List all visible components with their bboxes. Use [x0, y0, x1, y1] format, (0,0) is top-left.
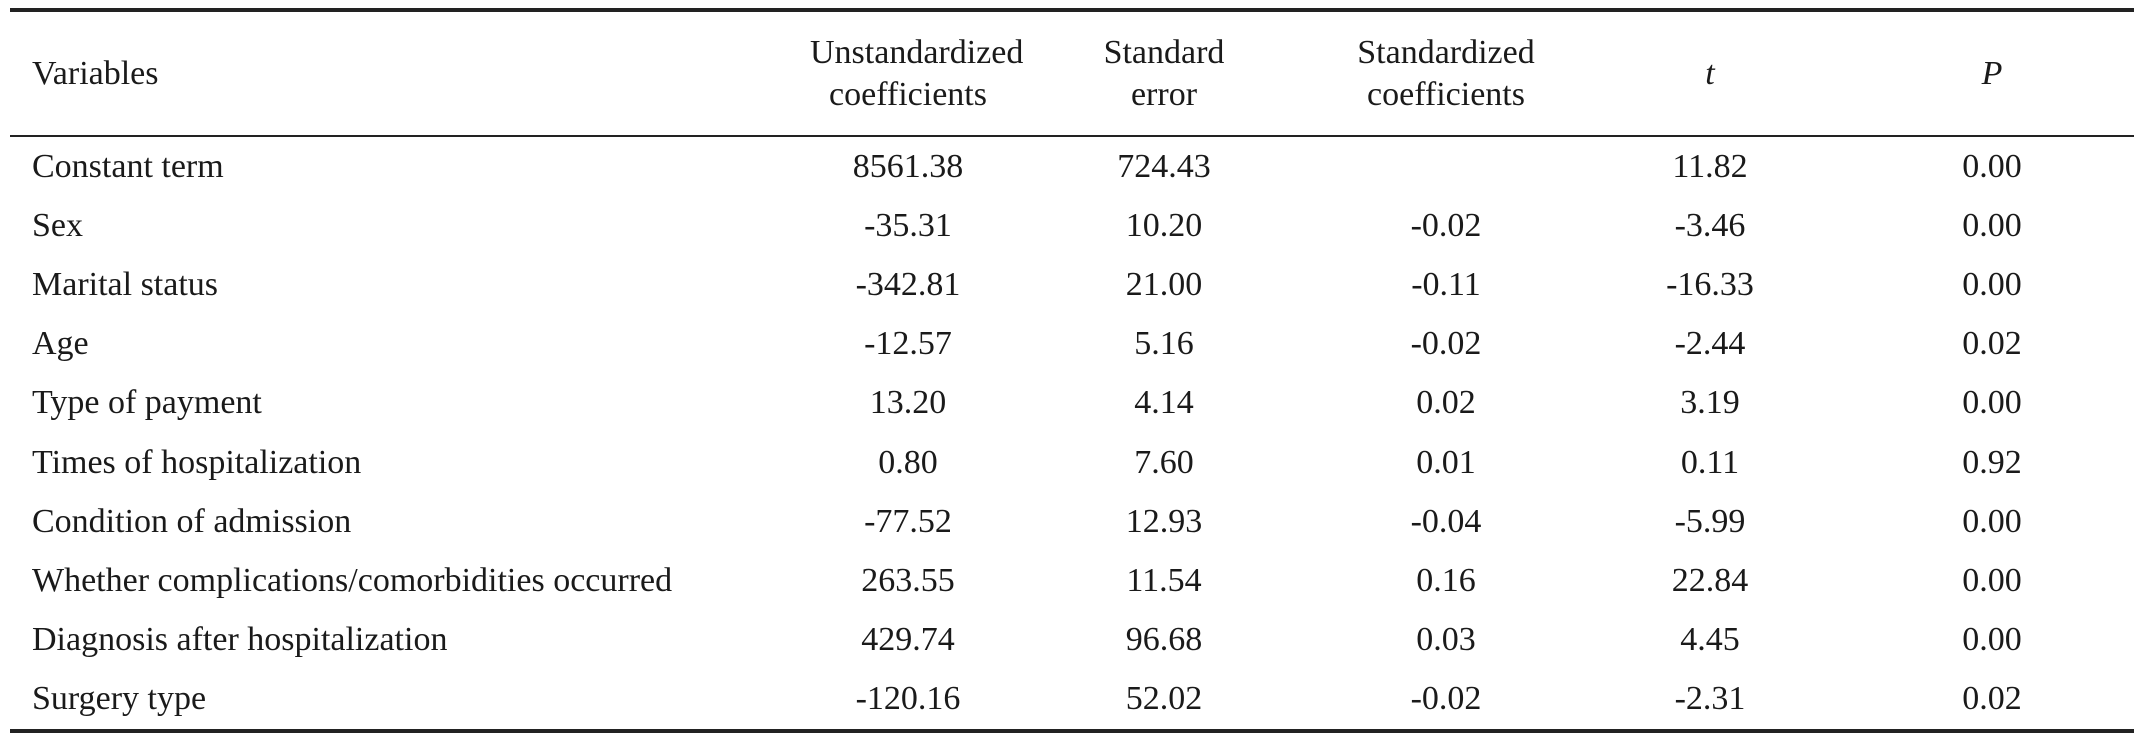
cell-p: 0.92: [1962, 443, 2022, 481]
header-standardized: Standardized coefficients: [1322, 12, 1570, 135]
table-row: Type of payment 13.20 4.14 0.02 3.19 0.0…: [10, 374, 2134, 433]
cell-variable: Diagnosis after hospitalization: [32, 621, 448, 659]
cell-p: 0.00: [1962, 384, 2022, 422]
table-header-rule: [10, 135, 2134, 137]
cell-t: 3.19: [1680, 384, 1740, 422]
cell-standard-error: 96.68: [1125, 621, 1203, 659]
cell-variable: Marital status: [32, 265, 219, 303]
header-standardized-line1: Standardized: [1357, 33, 1535, 71]
cell-t: -5.99: [1674, 502, 1746, 540]
cell-standard-error: 5.16: [1134, 325, 1194, 363]
header-standardized-line2: coefficients: [1367, 75, 1525, 113]
cell-t: 11.82: [1672, 147, 1748, 185]
cell-standard-error: 724.43: [1117, 147, 1211, 185]
cell-variable: Type of payment: [32, 384, 262, 422]
cell-variable: Age: [32, 325, 89, 363]
table-row: Sex -35.31 10.20 -0.02 -3.46 0.00: [10, 196, 2134, 255]
header-t-label: t: [1705, 54, 1715, 92]
cell-standardized: -0.04: [1410, 502, 1482, 540]
cell-unstandardized: 263.55: [861, 561, 955, 599]
cell-standard-error: 10.20: [1125, 206, 1203, 244]
header-row: Variables Unstandardized coefficients St…: [10, 12, 2134, 135]
cell-standard-error: 11.54: [1126, 561, 1202, 599]
header-unstandardized-line2: coefficients: [829, 75, 987, 113]
cell-variable: Sex: [32, 206, 83, 244]
cell-p: 0.02: [1962, 680, 2022, 718]
cell-variable: Constant term: [32, 147, 224, 185]
cell-standardized: -0.02: [1410, 680, 1482, 718]
header-variables: Variables: [10, 12, 810, 135]
header-p: P: [1850, 12, 2134, 135]
cell-unstandardized: -342.81: [855, 265, 961, 303]
table-row: Surgery type -120.16 52.02 -0.02 -2.31 0…: [10, 670, 2134, 729]
table-header: Variables Unstandardized coefficients St…: [10, 12, 2134, 135]
cell-standard-error: 52.02: [1125, 680, 1203, 718]
cell-p: 0.00: [1962, 561, 2022, 599]
cell-unstandardized: -35.31: [864, 206, 952, 244]
cell-t: 0.11: [1680, 443, 1740, 481]
cell-standard-error: 21.00: [1125, 265, 1203, 303]
regression-table: Variables Unstandardized coefficients St…: [10, 8, 2134, 733]
table-body: Constant term 8561.38 724.43 11.82 0.00 …: [10, 137, 2134, 729]
cell-standardized: -0.02: [1410, 325, 1482, 363]
cell-t: -3.46: [1674, 206, 1746, 244]
header-standard-error: Standard error: [1006, 12, 1322, 135]
cell-p: 0.00: [1962, 621, 2022, 659]
header-p-label: P: [1981, 54, 2003, 92]
cell-standard-error: 12.93: [1125, 502, 1203, 540]
cell-standardized: [1322, 137, 1570, 196]
table-bottom-rule: [10, 728, 2134, 733]
header-standard-error-line1: Standard: [1103, 33, 1225, 71]
cell-p: 0.00: [1962, 265, 2022, 303]
cell-variable: Surgery type: [32, 680, 207, 718]
table-row: Age -12.57 5.16 -0.02 -2.44 0.02: [10, 315, 2134, 374]
cell-t: 22.84: [1671, 561, 1749, 599]
cell-unstandardized: 8561.38: [852, 147, 964, 185]
cell-unstandardized: 429.74: [861, 621, 955, 659]
coefficients-table: Variables Unstandardized coefficients St…: [10, 12, 2134, 135]
cell-p: 0.00: [1962, 206, 2022, 244]
cell-unstandardized: -120.16: [855, 680, 961, 718]
cell-variable: Condition of admission: [32, 502, 352, 540]
header-unstandardized-line1: Unstandardized: [810, 33, 1024, 71]
cell-standardized: -0.11: [1411, 265, 1481, 303]
cell-t: -2.44: [1674, 325, 1746, 363]
cell-unstandardized: -12.57: [864, 325, 952, 363]
cell-standardized: 0.16: [1416, 561, 1476, 599]
header-variables-label: Variables: [32, 54, 159, 92]
cell-standardized: 0.02: [1416, 384, 1476, 422]
cell-t: -2.31: [1674, 680, 1746, 718]
table-row: Marital status -342.81 21.00 -0.11 -16.3…: [10, 255, 2134, 314]
cell-p: 0.02: [1962, 325, 2022, 363]
table-row: Times of hospitalization 0.80 7.60 0.01 …: [10, 433, 2134, 492]
cell-unstandardized: 13.20: [869, 384, 947, 422]
cell-standardized: -0.02: [1410, 206, 1482, 244]
cell-p: 0.00: [1962, 502, 2022, 540]
cell-t: 4.45: [1680, 621, 1740, 659]
coefficients-body-table: Constant term 8561.38 724.43 11.82 0.00 …: [10, 137, 2134, 729]
cell-t: -16.33: [1666, 265, 1754, 303]
header-t: t: [1570, 12, 1850, 135]
cell-standardized: 0.03: [1416, 621, 1476, 659]
cell-unstandardized: -77.52: [864, 502, 952, 540]
table-row: Diagnosis after hospitalization 429.74 9…: [10, 611, 2134, 670]
cell-variable: Whether complications/comorbidities occu…: [32, 561, 673, 599]
header-unstandardized: Unstandardized coefficients: [810, 12, 1024, 135]
cell-p: 0.00: [1962, 147, 2022, 185]
table-row: Constant term 8561.38 724.43 11.82 0.00: [10, 137, 2134, 196]
cell-standardized: 0.01: [1416, 443, 1476, 481]
cell-standard-error: 7.60: [1134, 443, 1194, 481]
cell-standard-error: 4.14: [1134, 384, 1194, 422]
table-top-rule: [10, 8, 2134, 12]
header-standard-error-line2: error: [1130, 75, 1198, 113]
table-row: Whether complications/comorbidities occu…: [10, 551, 2134, 610]
cell-variable: Times of hospitalization: [32, 443, 362, 481]
cell-unstandardized: 0.80: [878, 443, 938, 481]
table-row: Condition of admission -77.52 12.93 -0.0…: [10, 492, 2134, 551]
